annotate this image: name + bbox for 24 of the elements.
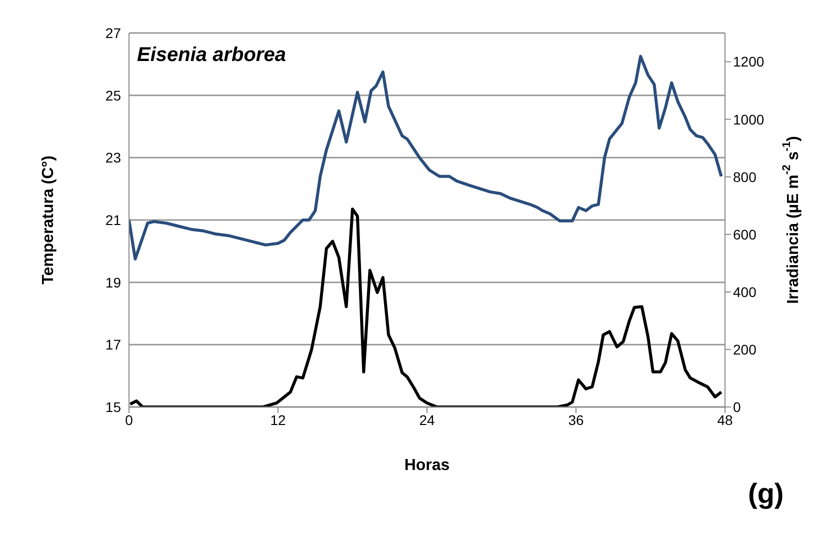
y-tick-label: 21 — [105, 212, 122, 228]
y-tick-label: 27 — [105, 24, 122, 41]
x-tick-label: 36 — [568, 412, 584, 428]
y-tick-label: 25 — [105, 87, 122, 104]
y2-tick-label: 1200 — [733, 54, 764, 70]
y-axis-title: Temperatura (C°) — [40, 156, 56, 284]
y-tick-label: 17 — [105, 336, 122, 353]
x-tick-label: 12 — [270, 412, 286, 428]
x-axis-title: Horas — [404, 456, 450, 474]
y-tick-label: 23 — [105, 150, 122, 166]
y-tick-label: 15 — [105, 398, 122, 415]
y2-tick-label: 400 — [733, 284, 757, 300]
line-series — [129, 208, 723, 407]
text: (g) — [748, 478, 784, 510]
x-tick-label: 0 — [125, 412, 134, 428]
y2-tick-label: 600 — [733, 226, 757, 242]
text: Eisenia arborea — [137, 44, 286, 67]
y-tick-label: 19 — [105, 274, 122, 290]
y2-tick-label: 200 — [733, 341, 757, 358]
y2-tick-label: 1000 — [733, 111, 764, 128]
y2-tick-label: 0 — [733, 398, 741, 415]
y2-tick-label: 800 — [733, 168, 757, 185]
x-tick-label: 48 — [717, 412, 733, 428]
x-tick-label: 24 — [419, 412, 435, 428]
